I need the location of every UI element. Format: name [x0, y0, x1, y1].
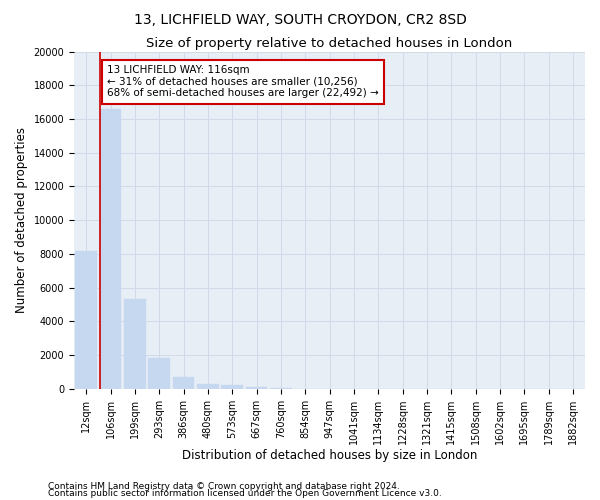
Bar — [124, 300, 146, 388]
Text: Contains public sector information licensed under the Open Government Licence v3: Contains public sector information licen… — [48, 489, 442, 498]
Text: 13 LICHFIELD WAY: 116sqm
← 31% of detached houses are smaller (10,256)
68% of se: 13 LICHFIELD WAY: 116sqm ← 31% of detach… — [107, 65, 379, 98]
Bar — [197, 384, 219, 388]
Bar — [221, 386, 243, 388]
Bar — [75, 250, 97, 388]
Bar — [148, 358, 170, 388]
Text: Contains HM Land Registry data © Crown copyright and database right 2024.: Contains HM Land Registry data © Crown c… — [48, 482, 400, 491]
Y-axis label: Number of detached properties: Number of detached properties — [15, 127, 28, 313]
X-axis label: Distribution of detached houses by size in London: Distribution of detached houses by size … — [182, 450, 477, 462]
Bar — [173, 377, 194, 388]
Bar — [245, 387, 268, 388]
Title: Size of property relative to detached houses in London: Size of property relative to detached ho… — [146, 38, 512, 51]
Text: 13, LICHFIELD WAY, SOUTH CROYDON, CR2 8SD: 13, LICHFIELD WAY, SOUTH CROYDON, CR2 8S… — [134, 12, 466, 26]
Bar — [100, 109, 121, 388]
